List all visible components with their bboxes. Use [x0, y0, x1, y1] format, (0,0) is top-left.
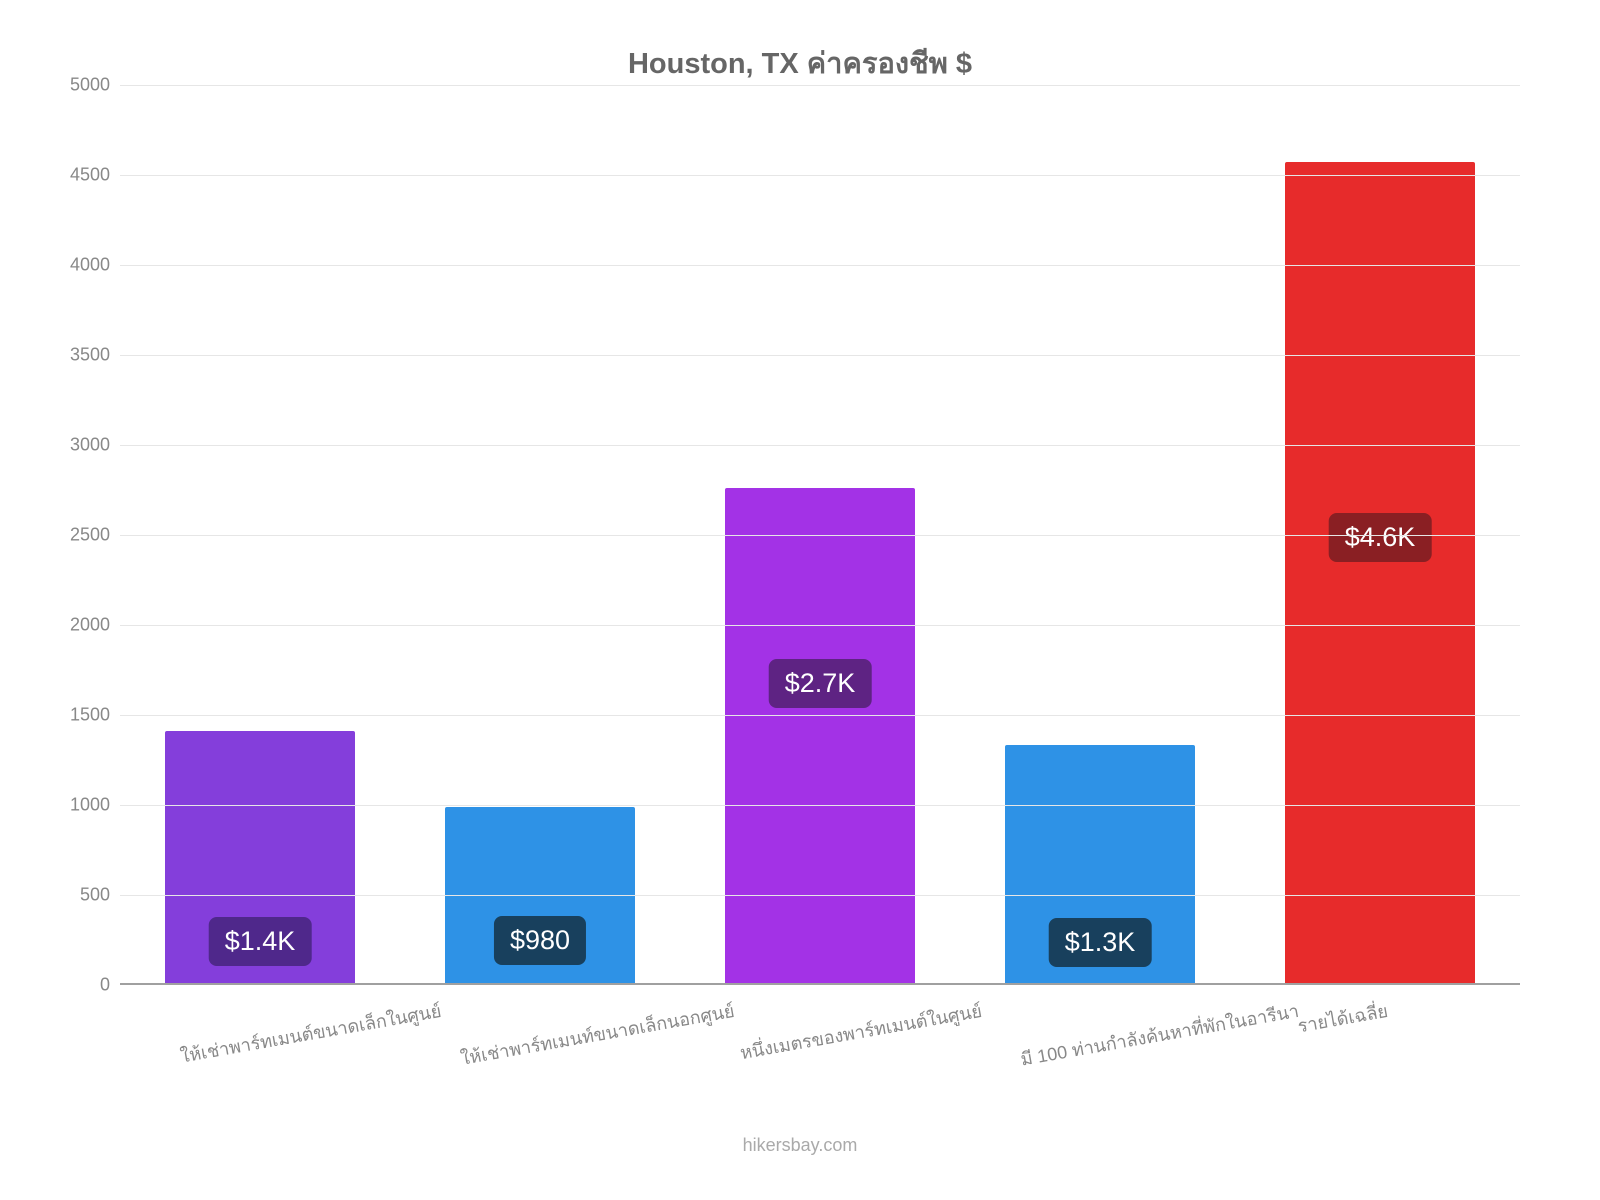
x-tick-label: มี 100 ท่านกำลังค้นหาที่พักในอารีนา: [1019, 996, 1302, 1074]
y-tick-label: 4500: [45, 165, 110, 186]
attribution-text: hikersbay.com: [0, 1135, 1600, 1156]
gridline: [120, 85, 1520, 86]
plot-area: $1.4K$980$2.7K$1.3K$4.6K 050010001500200…: [120, 85, 1520, 985]
y-tick-label: 1000: [45, 795, 110, 816]
x-axis-labels: ให้เช่าพาร์ทเมนต์ขนาดเล็กในศูนย์ให้เช่าพ…: [120, 992, 1520, 1112]
y-tick-label: 2000: [45, 615, 110, 636]
y-tick-label: 500: [45, 885, 110, 906]
y-tick-label: 0: [45, 975, 110, 996]
x-tick-label: ให้เช่าพาร์ทเมนท์ขนาดเล็กนอกศูนย์: [459, 996, 737, 1073]
bar: $2.7K: [725, 488, 915, 983]
y-tick-label: 1500: [45, 705, 110, 726]
bar-value-badge: $4.6K: [1329, 513, 1432, 562]
x-tick-label: ให้เช่าพาร์ทเมนต์ขนาดเล็กในศูนย์: [178, 996, 444, 1070]
y-tick-label: 4000: [45, 255, 110, 276]
gridline: [120, 895, 1520, 896]
bar-value-badge: $1.3K: [1049, 918, 1152, 967]
x-tick-label: รายได้เฉลี่ย: [1296, 996, 1391, 1040]
chart-container: Houston, TX ค่าครองชีพ $ $1.4K$980$2.7K$…: [0, 0, 1600, 1200]
gridline: [120, 805, 1520, 806]
gridline: [120, 355, 1520, 356]
gridline: [120, 535, 1520, 536]
y-tick-label: 5000: [45, 75, 110, 96]
bar-value-badge: $1.4K: [209, 917, 312, 966]
bar: $1.4K: [165, 731, 355, 983]
bar-value-badge: $2.7K: [769, 659, 872, 708]
gridline: [120, 445, 1520, 446]
gridline: [120, 265, 1520, 266]
gridline: [120, 175, 1520, 176]
x-tick-label: หนึ่งเมตรของพาร์ทเมนต์ในศูนย์: [738, 996, 984, 1067]
y-tick-label: 3000: [45, 435, 110, 456]
gridline: [120, 625, 1520, 626]
bar-value-badge: $980: [494, 916, 586, 965]
bar: $4.6K: [1285, 162, 1475, 983]
bar: $1.3K: [1005, 745, 1195, 983]
y-tick-label: 3500: [45, 345, 110, 366]
gridline: [120, 715, 1520, 716]
bars-group: $1.4K $980 $2.7K $1.3K $4.6K: [120, 85, 1520, 983]
chart-title: Houston, TX ค่าครองชีพ $: [0, 40, 1600, 86]
y-tick-label: 2500: [45, 525, 110, 546]
